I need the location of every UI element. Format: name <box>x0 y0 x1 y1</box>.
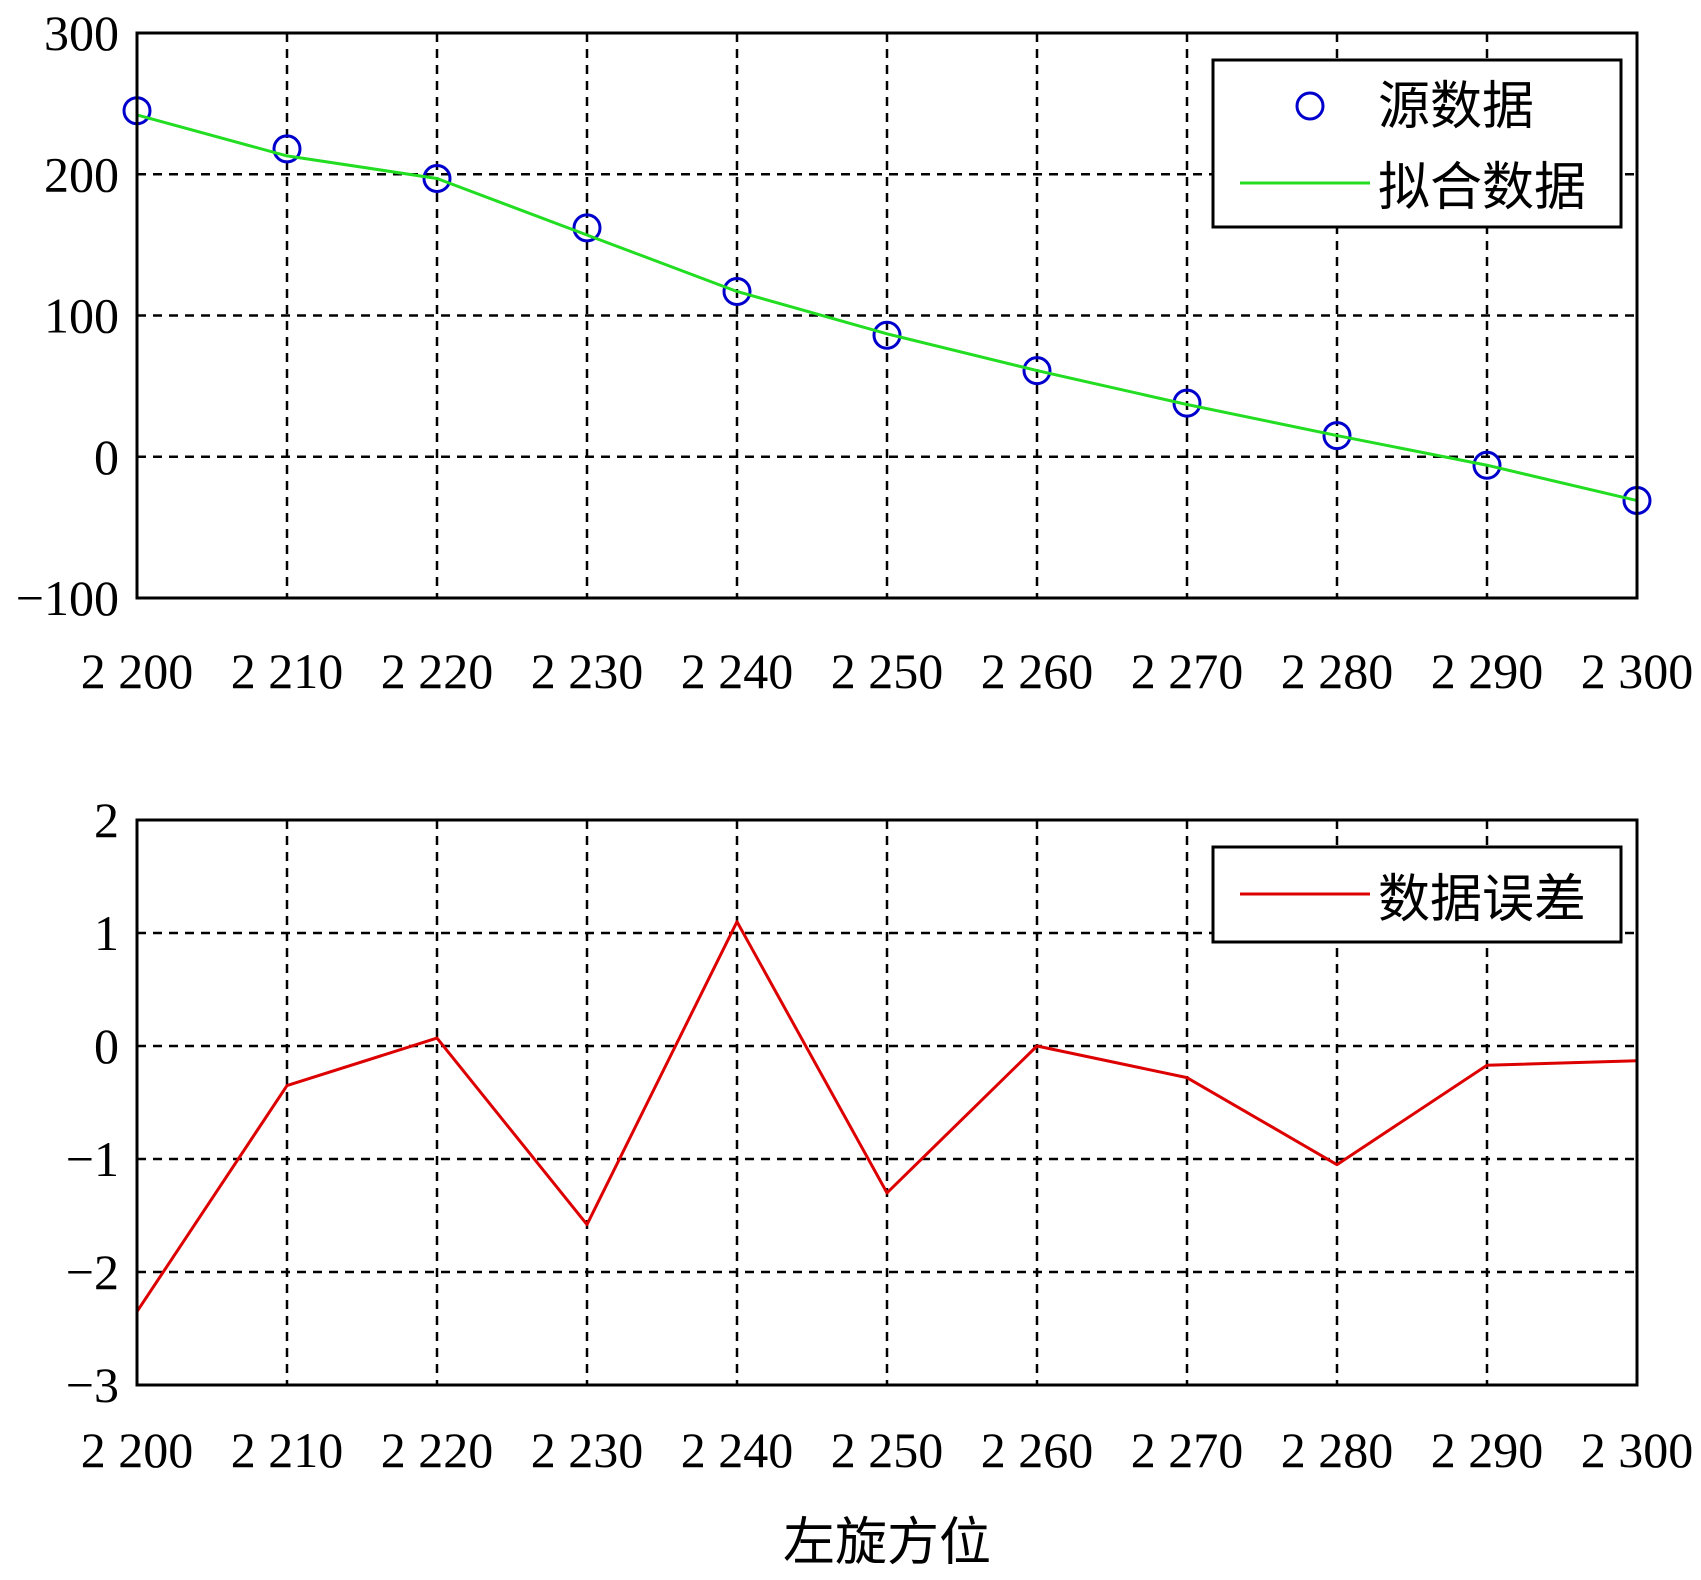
x-tick-label: 2 300 <box>1581 1422 1694 1478</box>
x-tick-label: 2 230 <box>531 643 644 699</box>
chart-bottom: 2 1 0 −1 −2 −3 2 200 2 210 2 220 2 230 2 240 2 250… <box>66 792 1693 1573</box>
y-tick-labels: 2 1 0 −1 −2 −3 <box>66 792 119 1413</box>
plot-frame <box>135 818 1639 1387</box>
data-point <box>1472 450 1502 480</box>
y-tick-label: 100 <box>44 288 119 344</box>
y-tick-label: 2 <box>94 792 119 848</box>
data-point <box>1322 421 1352 451</box>
plot-series <box>135 920 1638 1313</box>
x-tick-label: 2 280 <box>1281 643 1394 699</box>
legend-label-source: 源数据 <box>1378 77 1534 137</box>
y-tick-label: −2 <box>66 1244 119 1300</box>
y-tick-label: −1 <box>66 1131 119 1187</box>
legend-box <box>1211 58 1623 229</box>
x-tick-label: 2 290 <box>1431 1422 1544 1478</box>
x-tick-label: 2 280 <box>1281 1422 1394 1478</box>
x-tick-label: 2 300 <box>1581 643 1694 699</box>
data-point <box>422 163 452 193</box>
x-tick-label: 2 230 <box>531 1422 644 1478</box>
x-tick-label: 2 250 <box>831 643 944 699</box>
series-line <box>135 920 1638 1313</box>
y-tick-labels: 300 200 100 0 −100 <box>16 5 119 626</box>
x-tick-label: 2 240 <box>681 1422 794 1478</box>
legend: 数据误差 <box>1211 845 1623 944</box>
y-tick-label: 200 <box>44 146 119 202</box>
x-tick-label: 2 220 <box>381 643 494 699</box>
x-tick-label: 2 260 <box>981 643 1094 699</box>
x-tick-label: 2 270 <box>1131 1422 1244 1478</box>
x-tick-label: 2 270 <box>1131 643 1244 699</box>
legend-marker-source <box>1295 91 1325 121</box>
plot-frame <box>135 31 1639 600</box>
legend-label-error: 数据误差 <box>1378 870 1586 930</box>
x-tick-label: 2 210 <box>231 1422 344 1478</box>
data-point <box>1022 356 1052 386</box>
chart-top: 300 200 100 0 −100 2 200 2 210 2 220 2 230 2 240… <box>16 5 1693 699</box>
y-tick-label: 1 <box>94 905 119 961</box>
y-tick-label: −100 <box>16 570 119 626</box>
data-point <box>572 213 602 243</box>
y-tick-label: −3 <box>66 1357 119 1413</box>
x-tick-label: 2 220 <box>381 1422 494 1478</box>
data-point <box>722 276 752 306</box>
x-tick-label: 2 260 <box>981 1422 1094 1478</box>
legend-label-fit: 拟合数据 <box>1378 158 1586 218</box>
x-tick-label: 2 250 <box>831 1422 944 1478</box>
x-tick-label: 2 200 <box>81 643 194 699</box>
x-tick-label: 2 210 <box>231 643 344 699</box>
legend: 源数据 拟合数据 <box>1211 58 1623 229</box>
y-tick-label: 300 <box>44 5 119 61</box>
y-tick-label: 0 <box>94 1018 119 1074</box>
y-tick-label: 0 <box>94 429 119 485</box>
x-tick-label: 2 290 <box>1431 643 1544 699</box>
data-point <box>872 320 902 350</box>
x-tick-label: 2 200 <box>81 1422 194 1478</box>
x-axis-label: 左旋方位 <box>783 1513 991 1573</box>
x-tick-labels: 2 200 2 210 2 220 2 230 2 240 2 250 2 260 2 270… <box>81 643 1694 699</box>
x-tick-label: 2 240 <box>681 643 794 699</box>
data-point <box>272 134 302 164</box>
series-line <box>136 113 1638 502</box>
x-tick-labels: 2 200 2 210 2 220 2 230 2 240 2 250 2 260 2 270… <box>81 1422 1694 1478</box>
